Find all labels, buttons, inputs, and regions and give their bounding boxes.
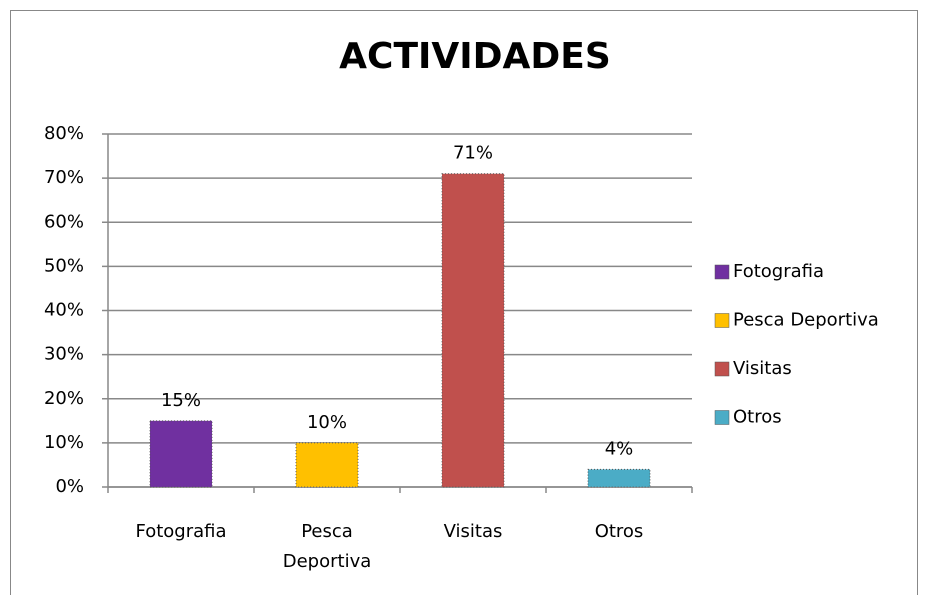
x-tick-label: Pesca Deportiva [283, 521, 372, 572]
y-tick-label: 80% [44, 123, 84, 144]
bar [587, 468, 651, 488]
legend-label: Fotografia [733, 261, 824, 282]
y-tick-label: 40% [44, 300, 84, 321]
y-tick-label: 0% [55, 476, 84, 497]
data-label: 10% [307, 412, 347, 433]
data-label: 4% [605, 438, 634, 459]
y-tick-label: 70% [44, 167, 84, 188]
data-label: 15% [161, 390, 201, 411]
legend-swatch [714, 264, 730, 280]
y-tick-label: 50% [44, 255, 84, 276]
x-tick-label: Fotografia [135, 521, 226, 542]
x-tick-label: Visitas [444, 521, 503, 542]
x-tick-label: Otros [595, 521, 644, 542]
x-tick-label-line: Pesca [301, 521, 353, 542]
chart-title: ACTIVIDADES [339, 36, 611, 77]
legend-swatch [714, 313, 730, 328]
bar [441, 173, 505, 488]
legend-label: Pesca Deportiva [733, 310, 879, 331]
legend-label: Visitas [733, 358, 792, 379]
legend-swatch [714, 361, 730, 377]
y-tick-label: 20% [44, 388, 84, 409]
y-tick-label: 60% [44, 211, 84, 232]
legend-swatch [714, 410, 730, 425]
data-label: 71% [453, 143, 493, 164]
bar [149, 420, 213, 488]
y-tick-label: 10% [44, 432, 84, 453]
x-tick-label-line: Deportiva [283, 551, 372, 572]
bar [295, 442, 359, 488]
y-tick-label: 30% [44, 344, 84, 365]
legend-label: Otros [733, 407, 782, 428]
